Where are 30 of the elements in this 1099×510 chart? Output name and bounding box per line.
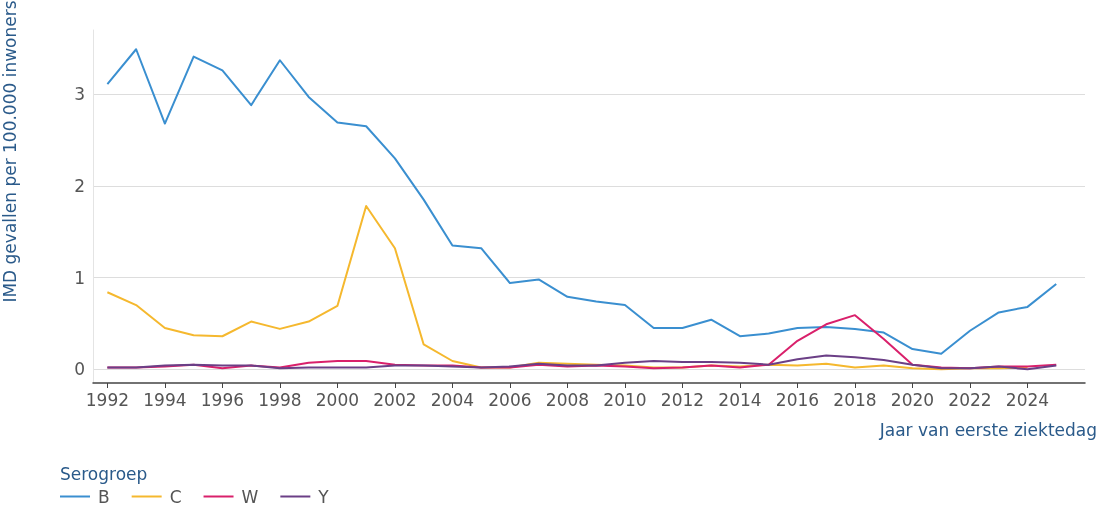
line-series	[106, 48, 1058, 355]
x-tick-label: 2000	[315, 389, 360, 410]
x-tick-label: 2010	[603, 389, 647, 410]
x-tick-label: 2016	[775, 389, 820, 410]
x-tick-label: 1994	[143, 389, 187, 410]
x-tick-label: 2004	[430, 389, 475, 410]
x-tick-label: 2022	[948, 389, 992, 410]
x-tick-label: 2018	[833, 389, 877, 410]
x-tick-label: 2006	[488, 389, 532, 410]
line-series	[106, 354, 1058, 371]
x-tick-label: 2014	[718, 389, 762, 410]
y-tick-label: 0	[74, 359, 85, 380]
x-tick-label: 2012	[660, 389, 705, 410]
legend-label: Y	[317, 486, 330, 507]
x-tick-label: 2002	[373, 389, 417, 410]
x-tick-label: 2008	[545, 389, 590, 410]
x-axis-title: Jaar van eerste ziektedag	[878, 419, 1097, 440]
x-tick-label: 1996	[200, 389, 245, 410]
y-tick-label: 1	[74, 267, 85, 288]
legend-label: B	[98, 486, 110, 507]
x-tick-label: 1992	[85, 389, 130, 410]
legend-title: Serogroep	[60, 463, 148, 484]
x-tick-label: 1998	[258, 389, 302, 410]
x-tick-label: 2024	[1005, 389, 1050, 410]
y-tick-label: 2	[74, 175, 85, 196]
legend-label: C	[169, 486, 182, 507]
x-tick-label: 2020	[890, 389, 935, 410]
legend-label: W	[241, 486, 259, 507]
y-tick-label: 3	[74, 84, 85, 105]
y-axis-title: IMD gevallen per 100.000 inwoners	[0, 0, 20, 303]
